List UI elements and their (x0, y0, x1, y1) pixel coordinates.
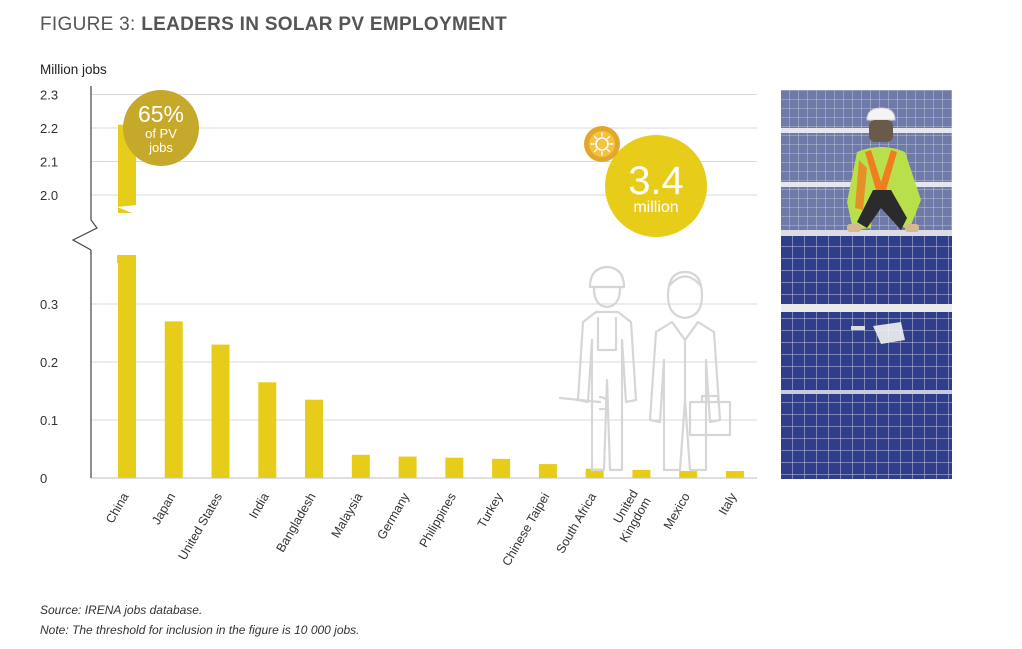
x-tick-label-line: Turkey (475, 490, 506, 530)
bar (679, 471, 698, 478)
x-tick-label: India (246, 490, 272, 521)
x-tick-label-line: United States (175, 491, 225, 563)
axis-break (71, 219, 98, 251)
y-tick-labels: 0 0.1 0.2 0.3 2.0 2.1 2.2 2.3 (40, 88, 58, 487)
bar (211, 344, 230, 478)
share-callout: 65% of PV jobs (123, 90, 199, 166)
x-tick-label: Germany (374, 490, 412, 542)
threshold-note: Note: The threshold for inclusion in the… (40, 623, 360, 637)
bar (164, 321, 183, 478)
bar (538, 464, 557, 478)
bar (305, 399, 324, 478)
x-tick-label-line: Chinese Taipei (499, 491, 552, 569)
x-tick-label-line: Malaysia (329, 490, 366, 540)
x-tick-label: China (103, 490, 131, 525)
bar-chart: Million jobs 0 0.1 0.2 0.3 2.0 2.1 2.2 2.3 Chin… (40, 62, 757, 568)
bar (445, 457, 464, 478)
total-callout: 3.4 million (584, 126, 707, 237)
x-tick-label-line: Bangladesh (274, 490, 319, 554)
bar (585, 468, 604, 478)
total-circle (605, 135, 707, 237)
y-tick-label: 0.1 (40, 413, 58, 428)
x-tick-label-line: Philippines (417, 491, 459, 550)
share-value: 65% (138, 101, 184, 127)
share-line-2: jobs (148, 140, 173, 155)
solar-worker-photo (781, 90, 952, 479)
y-axis (71, 86, 98, 478)
bar-lower-segment (118, 255, 136, 478)
x-tick-label-line: South Africa (553, 490, 599, 555)
total-unit: million (633, 199, 678, 216)
figure-title: FIGURE 3: LEADERS IN SOLAR PV EMPLOYMENT (40, 14, 507, 36)
bar (632, 469, 651, 478)
y-tick-label: 2.2 (40, 121, 58, 136)
worker-illustration (558, 265, 732, 472)
footnotes: Source: IRENA jobs database. Note: The t… (40, 600, 360, 640)
y-tick-label: 0.2 (40, 355, 58, 370)
y-tick-label: 2.1 (40, 155, 58, 170)
x-tick-label: Bangladesh (274, 490, 319, 554)
x-tick-label: Italy (716, 490, 740, 518)
x-tick-label-line: India (246, 490, 272, 521)
x-tick-label-line: Germany (374, 490, 412, 542)
y-tick-label: 0 (40, 471, 47, 486)
bar-break-cap (117, 255, 137, 263)
y-tick-label: 2.3 (40, 88, 58, 103)
bar (398, 456, 417, 478)
y-tick-label: 0.3 (40, 297, 58, 312)
x-tick-label-line: Mexico (661, 490, 693, 531)
x-tick-label-line: China (103, 490, 131, 525)
figure-number: FIGURE 3: (40, 14, 142, 35)
y-axis-label: Million jobs (40, 62, 107, 77)
x-tick-label: Chinese Taipei (499, 491, 552, 569)
bar-break-cut (117, 205, 137, 215)
figure-title-text: LEADERS IN SOLAR PV EMPLOYMENT (141, 14, 507, 35)
x-tick-label: Japan (149, 490, 178, 527)
x-tick-label-line: Italy (716, 490, 740, 518)
bar (258, 382, 277, 478)
x-tick-label: Turkey (475, 490, 506, 530)
x-tick-label-line: Japan (149, 490, 178, 527)
x-tick-label: Mexico (661, 490, 693, 531)
source-note: Source: IRENA jobs database. (40, 603, 203, 617)
y-tick-label: 2.0 (40, 188, 58, 203)
sun-icon (584, 126, 620, 162)
bar (351, 454, 370, 478)
x-tick-label: United States (175, 491, 225, 563)
share-line-1: of PV (145, 126, 177, 141)
x-tick-label: Philippines (417, 491, 459, 550)
bar (725, 471, 744, 478)
bar (492, 458, 511, 478)
x-tick-label: South Africa (553, 490, 599, 555)
x-tick-label: Malaysia (329, 490, 366, 540)
share-circle (123, 90, 199, 166)
x-tick-label: UnitedKingdom (604, 487, 654, 544)
total-value: 3.4 (628, 159, 684, 203)
